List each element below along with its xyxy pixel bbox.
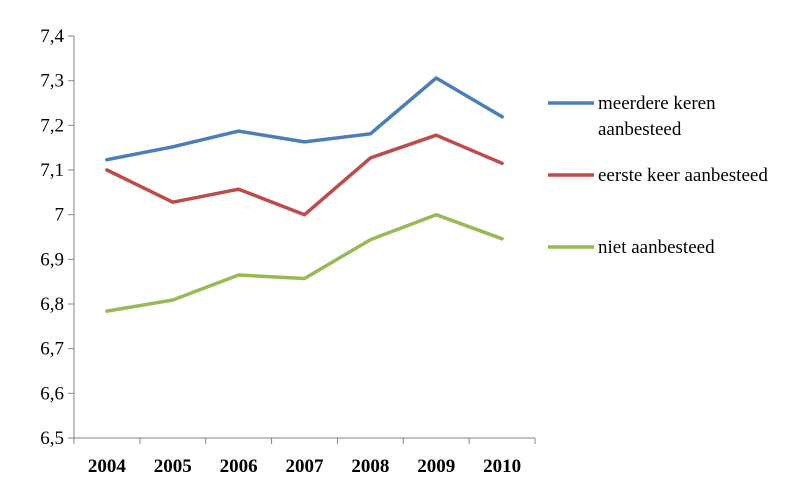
legend-label-1: meerdere keren bbox=[598, 93, 716, 114]
x-tick-label: 2009 bbox=[417, 456, 455, 477]
x-tick-label: 2007 bbox=[286, 456, 325, 477]
y-tick-label: 7,1 bbox=[40, 160, 64, 181]
series-line-1 bbox=[105, 76, 504, 162]
y-axis-ticks: 6,5 6,6 6,7 6,8 6,9 7 7,1 7,2 7,3 7,4 bbox=[40, 26, 74, 449]
y-tick-label: 6,7 bbox=[40, 339, 64, 360]
x-tick-label: 2005 bbox=[154, 456, 192, 477]
series-line-3 bbox=[105, 212, 504, 313]
x-tick-label: 2008 bbox=[351, 456, 389, 477]
y-tick-label: 6,6 bbox=[40, 383, 64, 404]
x-tick-label: 2004 bbox=[88, 456, 127, 477]
series-line-2 bbox=[105, 133, 504, 217]
y-tick-label: 6,9 bbox=[40, 249, 64, 270]
x-tick-label: 2010 bbox=[483, 456, 521, 477]
x-tick-label: 2006 bbox=[220, 456, 258, 477]
legend-label-2: eerste keer aanbesteed bbox=[598, 165, 768, 186]
legend: meerdere keren aanbesteed eerste keer aanb… bbox=[548, 93, 768, 258]
y-tick-label: 6,8 bbox=[40, 294, 64, 315]
y-tick-label: 7,2 bbox=[40, 115, 64, 136]
y-tick-label: 7,3 bbox=[40, 71, 64, 92]
legend-label-1: aanbesteed bbox=[598, 119, 682, 140]
y-tick-label: 6,5 bbox=[40, 428, 64, 449]
legend-label-3: niet aanbesteed bbox=[598, 237, 715, 258]
y-tick-label: 7 bbox=[55, 205, 65, 226]
x-axis-ticks: 2004 2005 2006 2007 2008 2009 2010 bbox=[73, 438, 536, 477]
series-lines bbox=[105, 76, 504, 313]
y-tick-label: 7,4 bbox=[40, 26, 64, 47]
